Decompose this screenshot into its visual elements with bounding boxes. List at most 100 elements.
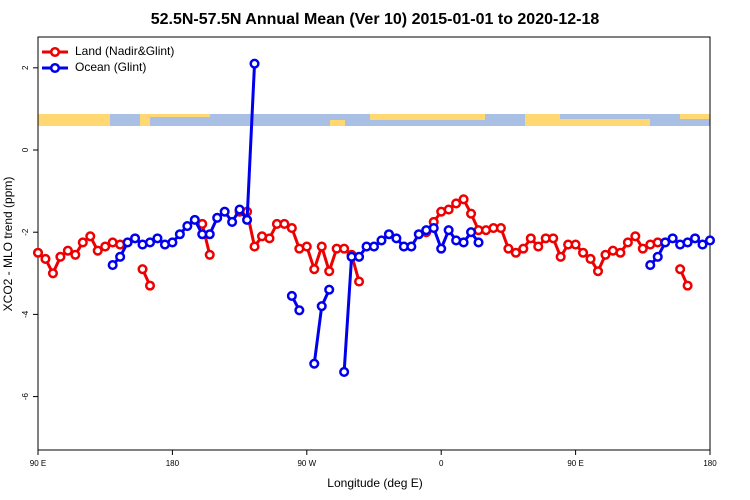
- point: [286, 223, 297, 234]
- point: [391, 233, 402, 244]
- point: [645, 260, 656, 271]
- point: [368, 241, 380, 252]
- point: [383, 229, 394, 240]
- point: [525, 233, 536, 244]
- point: [667, 233, 678, 244]
- x-tick-label: 90 E: [30, 459, 46, 468]
- map-strip: [38, 114, 710, 126]
- point: [622, 237, 633, 248]
- point: [443, 204, 454, 215]
- legend-marker: [49, 46, 61, 58]
- point: [704, 235, 716, 246]
- point: [503, 243, 514, 254]
- x-tick-label: 90 E: [567, 459, 583, 468]
- point: [630, 231, 641, 242]
- point: [70, 249, 81, 260]
- point: [40, 253, 51, 264]
- point: [518, 243, 529, 254]
- point: [107, 260, 118, 271]
- point: [466, 227, 477, 238]
- point: [92, 245, 103, 256]
- point: [682, 237, 693, 248]
- legend-label: Ocean (Glint): [75, 60, 146, 74]
- point: [264, 233, 275, 244]
- point: [660, 237, 671, 248]
- point: [309, 264, 320, 275]
- point: [443, 225, 454, 236]
- point: [115, 251, 126, 262]
- y-tick-label: -6: [21, 392, 30, 400]
- point: [495, 223, 506, 234]
- point: [458, 237, 469, 248]
- point: [144, 237, 156, 248]
- point: [510, 247, 521, 258]
- point: [316, 241, 327, 252]
- point: [324, 266, 335, 277]
- point: [555, 251, 566, 262]
- point: [637, 243, 648, 254]
- point: [406, 241, 417, 252]
- point: [249, 241, 260, 252]
- y-tick-label: -2: [21, 228, 30, 236]
- point: [137, 264, 148, 275]
- point: [570, 239, 581, 250]
- point: [675, 264, 686, 275]
- point: [682, 280, 693, 291]
- point: [100, 241, 111, 252]
- point: [55, 251, 66, 262]
- point: [324, 284, 335, 295]
- point: [301, 241, 312, 252]
- point: [227, 216, 238, 227]
- point: [47, 268, 58, 279]
- point: [294, 305, 305, 316]
- y-tick-label: 0: [21, 147, 30, 152]
- point: [451, 198, 462, 209]
- point: [249, 58, 260, 69]
- point: [167, 237, 178, 248]
- point: [234, 204, 245, 215]
- point: [85, 231, 96, 242]
- x-tick-label: 90 W: [297, 459, 316, 468]
- point: [466, 208, 477, 219]
- point: [242, 214, 253, 225]
- point: [473, 237, 484, 248]
- point: [548, 233, 559, 244]
- point: [578, 247, 589, 258]
- point: [585, 253, 596, 264]
- point: [428, 223, 439, 234]
- y-axis-label: XCO2 - MLO trend (ppm): [1, 177, 15, 312]
- point: [279, 218, 290, 230]
- point: [204, 249, 215, 260]
- x-tick-label: 180: [703, 459, 717, 468]
- point: [62, 245, 73, 256]
- point: [533, 241, 544, 252]
- point: [690, 233, 701, 244]
- point: [286, 290, 297, 301]
- point: [130, 233, 141, 244]
- point: [339, 243, 350, 254]
- point: [339, 366, 350, 377]
- x-axis-label: Longitude (deg E): [327, 476, 422, 490]
- x-tick-label: 0: [439, 459, 444, 468]
- point: [376, 235, 387, 246]
- point: [592, 266, 604, 277]
- point: [122, 237, 133, 248]
- point: [436, 243, 447, 254]
- point: [32, 247, 44, 258]
- point: [309, 358, 320, 369]
- point: [413, 229, 424, 240]
- point: [189, 214, 200, 225]
- y-tick-label: -4: [21, 310, 30, 318]
- point: [354, 276, 365, 287]
- legend-label: Land (Nadir&Glint): [75, 44, 174, 58]
- point: [144, 280, 156, 291]
- point: [697, 239, 708, 250]
- point: [182, 220, 193, 232]
- legend-marker: [49, 62, 61, 74]
- point: [212, 212, 223, 223]
- point: [458, 194, 469, 205]
- point: [204, 229, 215, 240]
- point: [77, 237, 88, 248]
- point: [174, 229, 185, 240]
